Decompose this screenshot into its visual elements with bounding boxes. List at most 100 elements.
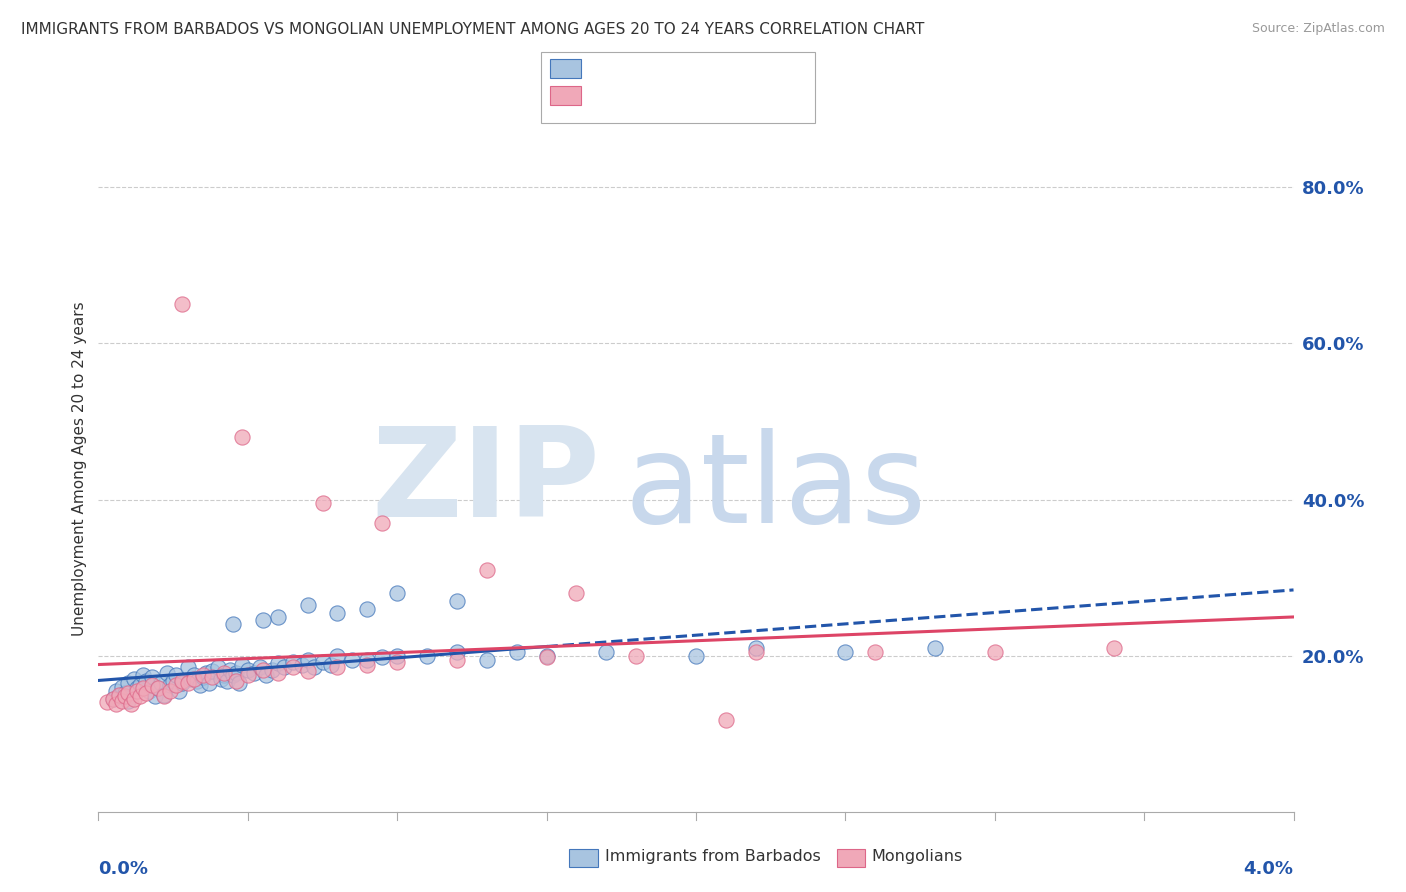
Text: Immigrants from Barbados: Immigrants from Barbados — [605, 849, 820, 864]
Point — [183, 672, 205, 686]
Point — [863, 645, 886, 659]
Point — [138, 683, 160, 698]
Point — [311, 496, 333, 510]
Text: IMMIGRANTS FROM BARBADOS VS MONGOLIAN UNEMPLOYMENT AMONG AGES 20 TO 24 YEARS COR: IMMIGRANTS FROM BARBADOS VS MONGOLIAN UN… — [21, 22, 925, 37]
Point — [371, 516, 394, 530]
Point — [188, 678, 211, 692]
Point — [231, 658, 253, 673]
Point — [225, 673, 247, 688]
Point — [105, 683, 128, 698]
Text: Mongolians: Mongolians — [872, 849, 963, 864]
Text: N =: N = — [690, 91, 727, 109]
Text: 0.115: 0.115 — [620, 64, 672, 82]
Point — [120, 697, 142, 711]
Point — [219, 663, 242, 677]
Point — [446, 652, 468, 666]
Point — [342, 652, 364, 666]
Point — [172, 673, 194, 688]
Point — [132, 681, 155, 696]
Point — [536, 650, 558, 665]
Point — [252, 663, 274, 677]
Point — [96, 696, 118, 710]
Point — [207, 660, 229, 674]
Point — [165, 678, 187, 692]
Point — [236, 668, 259, 682]
Point — [267, 665, 290, 680]
Point — [148, 681, 170, 696]
Point — [127, 681, 149, 696]
Point — [141, 678, 163, 692]
Point — [153, 688, 176, 702]
Point — [183, 668, 205, 682]
Point — [249, 660, 271, 674]
Point — [356, 601, 378, 615]
Point — [129, 689, 152, 703]
Point — [326, 606, 349, 620]
Point — [172, 676, 194, 690]
Point — [536, 648, 558, 663]
Point — [186, 673, 208, 688]
Point — [148, 681, 170, 696]
Point — [103, 691, 125, 706]
Point — [212, 668, 235, 682]
Point — [302, 660, 325, 674]
Point — [117, 686, 139, 700]
Point — [177, 660, 200, 674]
Text: 4.0%: 4.0% — [1243, 860, 1294, 878]
Point — [153, 689, 176, 703]
Point — [143, 689, 166, 703]
Point — [222, 668, 245, 682]
Y-axis label: Unemployment Among Ages 20 to 24 years: Unemployment Among Ages 20 to 24 years — [72, 301, 87, 636]
Point — [177, 676, 200, 690]
Point — [135, 673, 157, 688]
Point — [321, 658, 343, 673]
Point — [416, 648, 439, 663]
Point — [103, 691, 125, 706]
Point — [356, 658, 378, 673]
Point — [124, 691, 146, 706]
Point — [117, 676, 139, 690]
Point — [212, 665, 235, 680]
Point — [290, 658, 312, 673]
Point — [222, 617, 245, 632]
Point — [252, 614, 274, 628]
Point — [624, 648, 647, 663]
Point — [385, 648, 409, 663]
Point — [165, 668, 187, 682]
Point — [135, 686, 157, 700]
Point — [209, 672, 232, 686]
Point — [243, 665, 266, 680]
Point — [231, 430, 253, 444]
Point — [745, 645, 768, 659]
Point — [506, 645, 529, 659]
Point — [228, 676, 250, 690]
Text: 0.0%: 0.0% — [98, 860, 149, 878]
Point — [260, 663, 283, 677]
Point — [267, 657, 290, 671]
Point — [714, 713, 737, 727]
Point — [326, 660, 349, 674]
Point — [297, 652, 319, 666]
Point — [446, 594, 468, 608]
Point — [254, 668, 277, 682]
Point — [371, 650, 394, 665]
Point — [267, 609, 290, 624]
Point — [105, 697, 128, 711]
Text: 0.087: 0.087 — [620, 91, 672, 109]
Text: 78: 78 — [721, 64, 744, 82]
Point — [114, 689, 136, 703]
Point — [172, 297, 194, 311]
Point — [108, 689, 131, 703]
Point — [356, 652, 378, 666]
Text: ZIP: ZIP — [371, 422, 600, 542]
Point — [114, 686, 136, 700]
Point — [565, 586, 588, 600]
Point — [108, 688, 131, 702]
Point — [201, 664, 224, 678]
Point — [983, 645, 1005, 659]
Point — [201, 671, 224, 685]
Point — [159, 683, 181, 698]
Point — [159, 678, 181, 692]
Point — [129, 678, 152, 692]
Point — [475, 563, 498, 577]
